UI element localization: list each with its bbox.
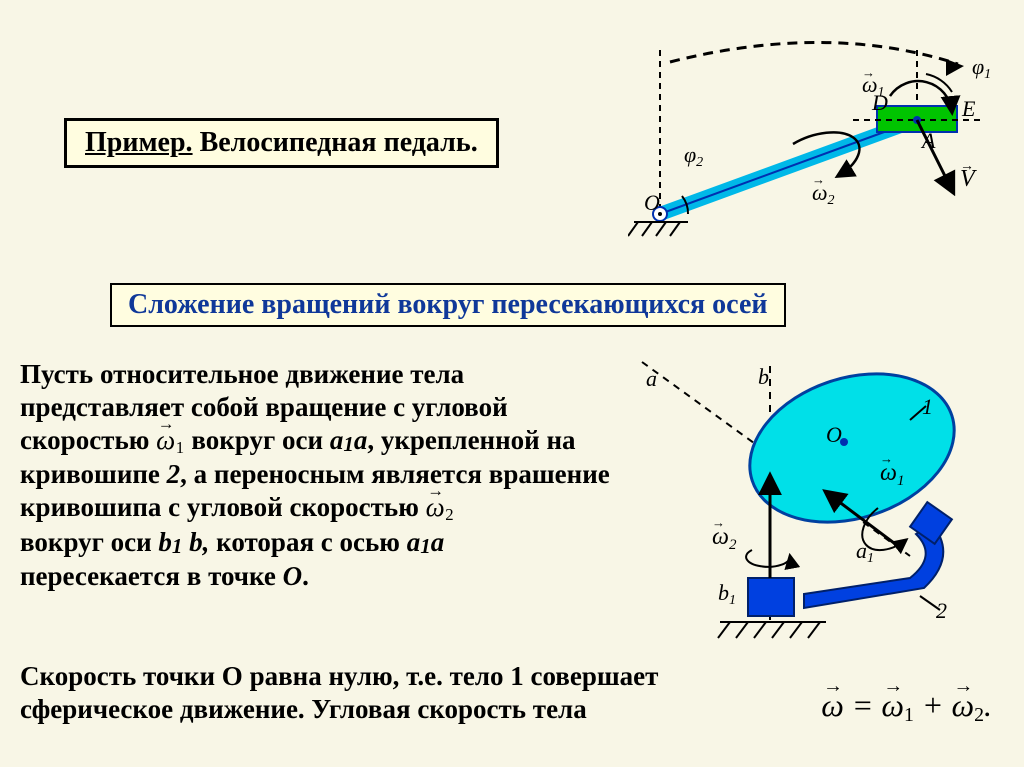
p1-two: 2 — [167, 459, 181, 489]
fig1-label-om2-arrow: → — [812, 172, 825, 187]
result-formula: ω = ω1 + ω2. — [821, 687, 992, 727]
fig1-label-om1-arrow: → — [862, 65, 875, 80]
p1-a1a-1: a1a — [330, 425, 368, 455]
fig2-label-a: a — [646, 366, 657, 391]
p1-dot: . — [302, 561, 309, 591]
fig2-label-om1-arrow: → — [880, 451, 893, 466]
f-r2: ω — [951, 687, 974, 724]
fig2-label-a1: a1 — [856, 538, 874, 566]
figure-mechanism: a b O 1 2 a1 b1 ω2 → ω1 → — [640, 360, 1020, 670]
f-plus: + — [914, 687, 952, 723]
p1-t5: вокруг оси — [20, 527, 158, 557]
fig1-label-V-arrow: → — [960, 159, 974, 174]
fig2-label-one: 1 — [922, 394, 933, 419]
paragraph-1: Пусть относительное движение тела предст… — [20, 358, 610, 593]
fig1-label-E: E — [961, 96, 976, 121]
f-eq: = — [844, 687, 882, 723]
fig2-label-two: 2 — [936, 598, 947, 623]
paragraph-2: Скорость точки O равна нулю, т.е. тело 1… — [20, 660, 740, 726]
p1-omega1-sub: 1 — [176, 438, 185, 457]
title-box: Пример. Велосипедная педаль. — [64, 118, 499, 168]
p1-O: O — [283, 561, 303, 591]
f-r2s: 2 — [974, 704, 984, 726]
fig2-label-b1: b1 — [718, 580, 736, 608]
p2-O: O — [222, 661, 243, 691]
fig2-label-om2-arrow: → — [712, 515, 725, 530]
figure-pedal: O D E A V → φ1 φ2 ω1 → ω2 → — [628, 20, 1022, 260]
p2-t2: равна нулю, т.е. тело — [243, 661, 510, 691]
p1-t2: вокруг оси — [185, 425, 330, 455]
fig1-label-phi1: φ1 — [972, 54, 991, 82]
p1-t6: которая с осью — [209, 527, 406, 557]
p1-omega1: ω1 — [156, 425, 185, 455]
f-r1: ω — [881, 687, 904, 724]
p1-omega2-sub: 2 — [445, 506, 454, 525]
p1-b1b: b1 b, — [158, 527, 209, 557]
p1-t7: пересекается в точке — [20, 561, 283, 591]
p2-t1: Скорость точки — [20, 661, 222, 691]
fig1-label-O: O — [644, 190, 660, 215]
title-prefix: Пример. — [85, 127, 193, 158]
f-lhs: ω — [821, 687, 844, 724]
f-end: . — [984, 687, 992, 723]
section-heading: Сложение вращений вокруг пересекающихся … — [110, 283, 786, 327]
p1-omega2: ω2 — [426, 492, 455, 522]
p2-one: 1 — [510, 661, 524, 691]
fig1-label-A: A — [920, 128, 936, 153]
fig1-label-phi2: φ2 — [684, 142, 703, 170]
f-r1s: 1 — [904, 704, 914, 726]
title-rest: Велосипедная педаль. — [193, 127, 478, 158]
fig2-label-b: b — [758, 364, 769, 389]
fig2-label-O: O — [826, 422, 842, 447]
p1-a1a-2: a1a — [407, 527, 445, 557]
